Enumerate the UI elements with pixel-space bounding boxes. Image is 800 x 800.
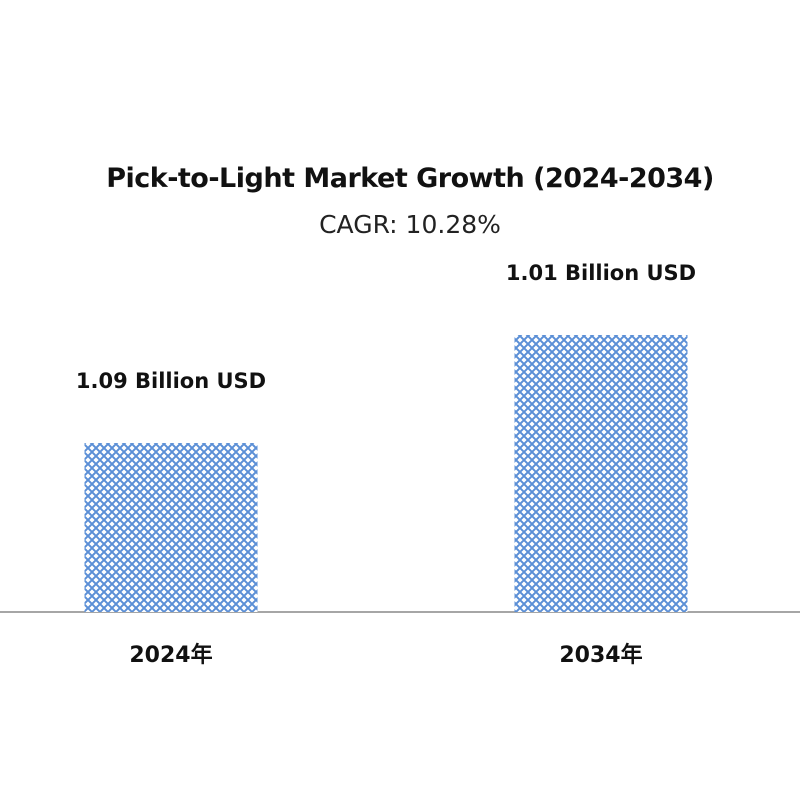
chart-title: Pick-to-Light Market Growth (2024-2034) [106,163,714,194]
x-tick-label: 2034年 [559,642,642,668]
bar-1 [514,335,688,612]
bar-0 [84,443,258,612]
x-tick-label: 2024年 [129,642,212,668]
data-label: 1.09 Billion USD [76,369,266,393]
data-label: 1.01 Billion USD [506,261,696,285]
chart-subtitle: CAGR: 10.28% [319,210,501,239]
